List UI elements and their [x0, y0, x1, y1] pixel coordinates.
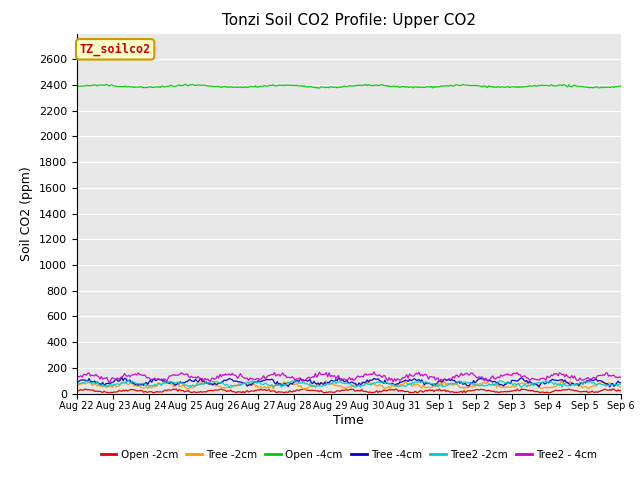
Y-axis label: Soil CO2 (ppm): Soil CO2 (ppm) — [20, 166, 33, 261]
Title: Tonzi Soil CO2 Profile: Upper CO2: Tonzi Soil CO2 Profile: Upper CO2 — [222, 13, 476, 28]
Text: TZ_soilco2: TZ_soilco2 — [79, 43, 151, 56]
Legend: Open -2cm, Tree -2cm, Open -4cm, Tree -4cm, Tree2 -2cm, Tree2 - 4cm: Open -2cm, Tree -2cm, Open -4cm, Tree -4… — [97, 445, 601, 464]
X-axis label: Time: Time — [333, 414, 364, 427]
